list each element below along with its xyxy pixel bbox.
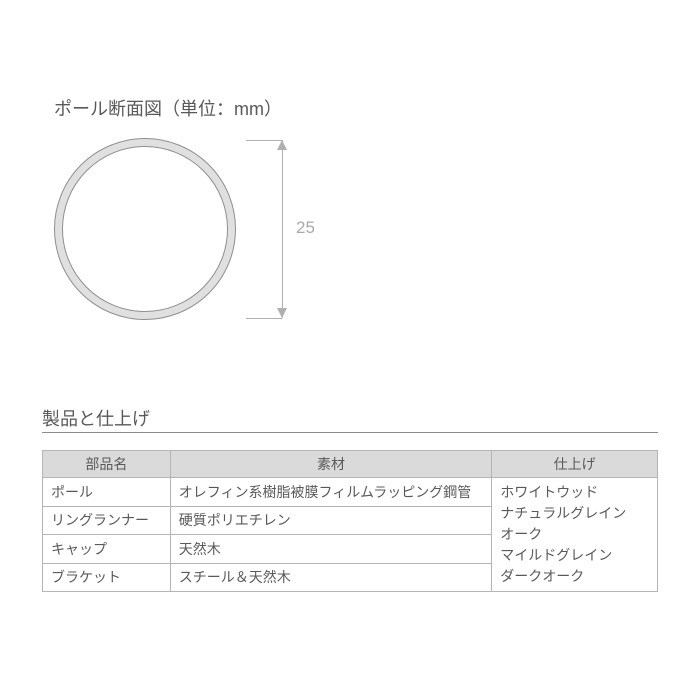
table-row: ポールオレフィン系樹脂被膜フィルムラッピング鋼管ホワイトウッドナチュラルグレイン… xyxy=(43,478,658,507)
spec-table: 部品名素材仕上げポールオレフィン系樹脂被膜フィルムラッピング鋼管ホワイトウッドナ… xyxy=(42,450,658,592)
table-header-row: 部品名素材仕上げ xyxy=(43,451,658,478)
table-header-finish: 仕上げ xyxy=(492,451,658,478)
cell-material: オレフィン系樹脂被膜フィルムラッピング鋼管 xyxy=(170,478,491,507)
finish-option: マイルドグレイン xyxy=(500,545,651,566)
cell-material: 硬質ポリエチレン xyxy=(170,506,491,535)
section-divider xyxy=(42,432,658,433)
finish-option: ダークオーク xyxy=(500,566,651,587)
cell-part: ポール xyxy=(43,478,171,507)
finish-option: オーク xyxy=(500,524,651,545)
cell-finish: ホワイトウッドナチュラルグレインオークマイルドグレインダークオーク xyxy=(492,478,658,592)
cell-material: スチール＆天然木 xyxy=(170,563,491,592)
dimension-label: 25 xyxy=(296,218,315,238)
cell-part: キャップ xyxy=(43,535,171,564)
cell-part: リングランナー xyxy=(43,506,171,535)
cell-material: 天然木 xyxy=(170,535,491,564)
finish-option: ナチュラルグレイン xyxy=(500,503,651,524)
ring-inner xyxy=(62,146,228,312)
table-header-material: 素材 xyxy=(170,451,491,478)
finish-option: ホワイトウッド xyxy=(500,482,651,503)
spec-section-title: 製品と仕上げ xyxy=(42,405,150,431)
table-header-part: 部品名 xyxy=(43,451,171,478)
cell-part: ブラケット xyxy=(43,563,171,592)
diagram-title: ポール断面図（単位：mm） xyxy=(54,95,282,121)
